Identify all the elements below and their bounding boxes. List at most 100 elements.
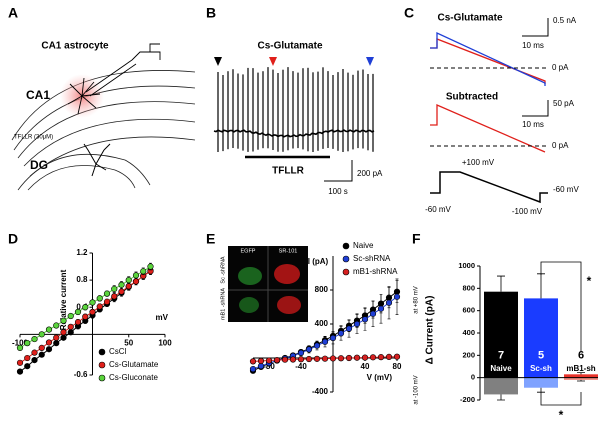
legend-label: Naive	[353, 241, 374, 250]
series-label: at -100 mV	[414, 375, 420, 404]
panel-label: C	[404, 5, 414, 21]
legend-marker	[342, 268, 350, 276]
electrode	[85, 43, 161, 97]
n-label: 5	[538, 350, 544, 362]
data-point	[103, 290, 111, 297]
data-point	[377, 305, 385, 312]
y-tick-label: 400	[462, 328, 475, 337]
scale-label: 50 pA	[553, 99, 575, 108]
n-label: 6	[578, 350, 584, 362]
y-tick-label: 0	[471, 373, 475, 382]
data-point	[337, 355, 345, 362]
data-point	[393, 353, 401, 360]
scale-bar	[522, 100, 549, 117]
data-point	[385, 353, 393, 360]
data-point	[60, 317, 67, 324]
inset-signal	[277, 296, 301, 314]
n-label: 7	[498, 350, 504, 362]
data-point	[24, 363, 31, 370]
astrocyte	[67, 77, 101, 115]
data-point	[385, 299, 393, 306]
data-point	[361, 354, 369, 361]
x-tick-label: 80	[393, 362, 402, 371]
data-point	[369, 354, 377, 361]
data-point	[313, 342, 321, 349]
neuron-shape	[83, 143, 111, 177]
zero-label: 0 pA	[552, 63, 569, 72]
data-point	[353, 320, 361, 328]
x-tick-label: -100	[12, 338, 29, 347]
data-point	[38, 351, 45, 358]
data-point	[377, 354, 385, 361]
panel-title: Cs-Glutamate	[257, 41, 322, 52]
arc	[17, 153, 151, 191]
data-point	[74, 319, 82, 326]
y-tick-label: 800	[315, 285, 329, 294]
data-point	[111, 285, 118, 293]
error-bar	[497, 394, 505, 401]
data-point	[60, 334, 67, 341]
data-point	[305, 355, 313, 363]
data-point	[393, 293, 401, 300]
data-point	[249, 365, 257, 373]
bar	[484, 377, 518, 395]
error-bar	[577, 372, 585, 375]
data-point	[31, 335, 38, 343]
legend-marker	[98, 374, 106, 382]
data-point	[89, 299, 96, 306]
marker-arrow	[269, 57, 277, 66]
data-point	[147, 263, 154, 270]
data-point	[67, 312, 74, 320]
region-label: CA1	[26, 88, 50, 102]
data-point	[24, 340, 31, 347]
y-tick-label: -400	[312, 387, 329, 396]
protocol-label: +100 mV	[462, 158, 495, 167]
arc	[29, 136, 196, 177]
data-point	[96, 303, 103, 310]
panel-title: Cs-Glutamate	[437, 13, 502, 24]
inset-signal	[274, 264, 300, 284]
scale-bar	[522, 18, 549, 37]
data-point	[265, 357, 273, 364]
legend-marker	[98, 348, 106, 356]
data-point	[321, 355, 329, 362]
series-label: at +80 mV	[414, 286, 420, 314]
data-point	[16, 344, 24, 351]
error-bar	[577, 379, 585, 382]
data-point	[24, 354, 31, 362]
trace	[430, 31, 546, 86]
x-axis-label: mV	[156, 313, 169, 322]
error-bar	[537, 387, 545, 393]
data-point	[53, 334, 60, 341]
inset-row-label: mB1 -shRNA	[220, 288, 226, 320]
inset-signal	[238, 267, 262, 285]
inset-column-label: EGFP	[241, 248, 256, 254]
data-point	[140, 268, 147, 275]
data-point	[118, 288, 125, 295]
y-tick-label: 400	[315, 319, 329, 328]
protocol-label: -60 mV	[553, 185, 579, 194]
x-axis-label: V (mV)	[367, 373, 393, 382]
data-point	[132, 278, 140, 285]
bar	[564, 374, 598, 378]
data-point	[125, 283, 132, 290]
arc	[17, 101, 196, 159]
trace	[213, 67, 375, 152]
panel-label: F	[412, 231, 421, 247]
y-tick-label: 200	[462, 350, 475, 359]
category-label: Sc-sh	[530, 364, 552, 373]
data-point	[82, 313, 89, 320]
legend-label: Cs-Glutamate	[109, 360, 159, 369]
bar	[484, 291, 518, 378]
data-point	[45, 326, 53, 333]
data-point	[361, 316, 369, 323]
data-point	[297, 356, 305, 363]
x-tick-label: 50	[124, 338, 133, 347]
significance-bracket	[540, 261, 582, 352]
legend-label: Cs-Gluconate	[109, 373, 158, 382]
data-point	[345, 325, 353, 332]
panel-title: Subtracted	[446, 92, 498, 103]
data-point	[67, 329, 74, 336]
data-point	[329, 334, 337, 342]
